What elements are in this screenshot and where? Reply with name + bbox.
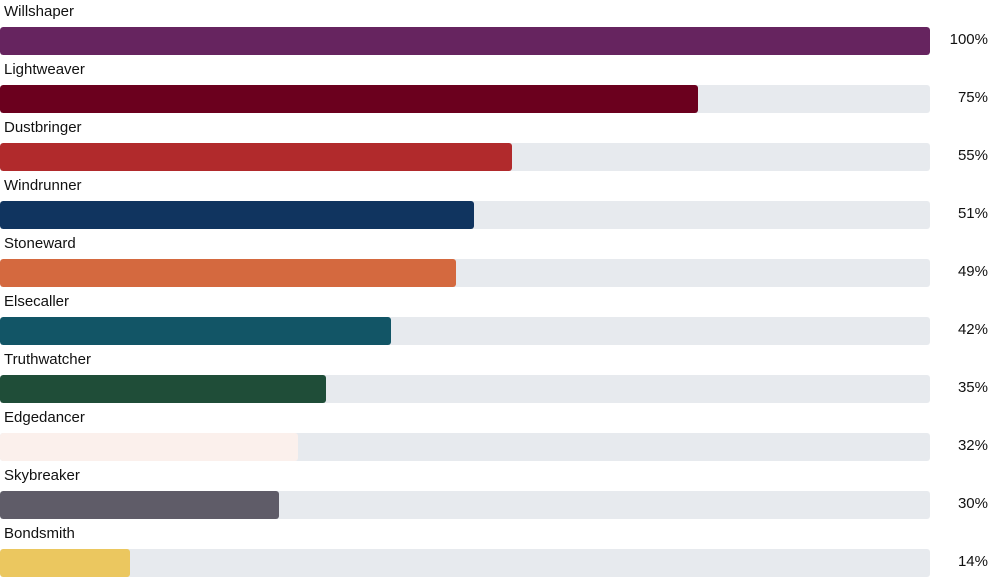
bar-fill [0,433,298,461]
bar-label: Lightweaver [4,61,85,78]
bar-track [0,143,930,171]
bar-fill [0,201,474,229]
bar-track [0,549,930,577]
bar-value-label: 51% [957,205,988,222]
bar-track [0,491,930,519]
bar-row: Dustbringer 55% [0,116,1000,174]
bar-row: Bondsmith 14% [0,522,1000,580]
bar-value-label: 100% [949,31,988,48]
bar-row: Windrunner 51% [0,174,1000,232]
bar-value-label: 55% [957,147,988,164]
bar-label: Dustbringer [4,119,82,136]
bar-label: Edgedancer [4,409,85,426]
bar-row: Elsecaller 42% [0,290,1000,348]
bar-row: Willshaper 100% [0,0,1000,58]
bar-track [0,201,930,229]
bar-fill [0,549,130,577]
bar-fill [0,375,326,403]
bar-label: Stoneward [4,235,76,252]
bar-track [0,375,930,403]
bar-label: Willshaper [4,3,75,20]
bar-value-label: 35% [957,379,988,396]
bar-row: Truthwatcher 35% [0,348,1000,406]
bar-label: Truthwatcher [4,351,91,368]
bar-fill [0,259,456,287]
bar-row: Edgedancer 32% [0,406,1000,464]
bar-row: Skybreaker 30% [0,464,1000,522]
bar-track [0,27,930,55]
bar-value-label: 32% [957,437,988,454]
bar-label: Skybreaker [4,467,80,484]
bar-value-label: 49% [957,263,988,280]
bar-value-label: 42% [957,321,988,338]
bar-fill [0,491,279,519]
bar-fill [0,27,930,55]
bar-row: Lightweaver 75% [0,58,1000,116]
bar-track [0,259,930,287]
bar-fill [0,85,698,113]
bar-track [0,85,930,113]
bar-label: Windrunner [4,177,82,194]
bar-label: Elsecaller [4,293,70,310]
bar-value-label: 30% [957,495,988,512]
bar-fill [0,143,512,171]
bar-fill [0,317,391,345]
bar-value-label: 14% [957,553,988,570]
bar-track [0,433,930,461]
bar-value-label: 75% [957,89,988,106]
bar-label: Bondsmith [4,525,75,542]
bar-track [0,317,930,345]
bar-row: Stoneward 49% [0,232,1000,290]
